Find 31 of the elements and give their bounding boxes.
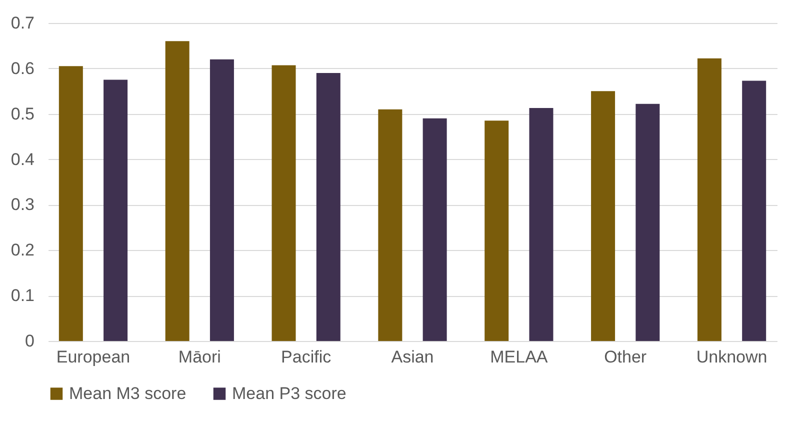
bar [210, 59, 234, 341]
y-tick-label: 0.3 [10, 195, 34, 214]
x-tick-label: Māori [178, 348, 221, 366]
bar [742, 80, 766, 341]
bar [58, 66, 83, 341]
x-tick-label: Unknown [696, 348, 768, 366]
bar [529, 108, 554, 341]
bar [316, 72, 340, 341]
y-tick-label: 0.2 [10, 240, 34, 260]
bar [378, 109, 402, 341]
bar [422, 118, 447, 341]
x-tick-label: Pacific [281, 348, 332, 366]
bar [591, 91, 616, 341]
bar [484, 120, 509, 341]
y-tick-label: 0.4 [10, 150, 34, 169]
x-tick-label: MELAA [490, 348, 548, 366]
legend-label: Mean M3 score [69, 384, 186, 403]
y-tick-label: 0.7 [10, 14, 34, 32]
bar [104, 80, 128, 341]
bar [636, 104, 660, 341]
y-tick-label: 0.5 [10, 104, 34, 124]
bar [165, 41, 190, 341]
x-tick-label: Other [604, 348, 647, 366]
x-tick-label: Asian [391, 348, 434, 366]
x-tick-label: European [56, 348, 130, 366]
y-tick-label: 0.1 [10, 286, 34, 306]
y-tick-label: 0.6 [10, 58, 34, 78]
bar [697, 58, 722, 341]
bar [272, 65, 296, 341]
legend-label: Mean P3 score [232, 384, 346, 403]
y-tick-label: 0 [25, 332, 34, 350]
